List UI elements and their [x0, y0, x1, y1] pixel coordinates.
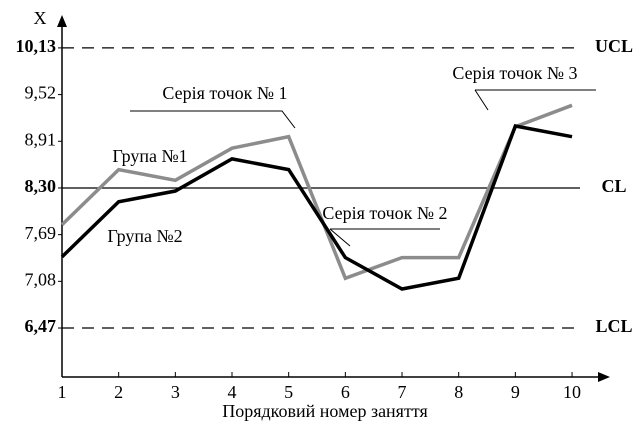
x-tick-label: 2	[114, 382, 123, 402]
x-tick-label: 7	[398, 382, 407, 402]
x-axis-arrow	[598, 372, 610, 382]
x-tick-label: 6	[341, 382, 350, 402]
x-tick-label: 4	[228, 382, 237, 402]
y-tick-label: 9,52	[25, 83, 57, 103]
y-tick-label: 7,69	[25, 223, 57, 243]
y-axis-arrow	[57, 15, 67, 27]
x-tick-label: 5	[284, 382, 293, 402]
x-tick-label: 3	[171, 382, 180, 402]
annotation-leader	[329, 228, 440, 247]
annotation-leader	[474, 89, 596, 111]
control-line-label: UCL	[595, 36, 633, 56]
series-label: Група №1	[112, 146, 187, 166]
y-tick-label: 6,47	[25, 316, 57, 336]
x-tick-label: 1	[58, 382, 67, 402]
series-line	[60, 103, 573, 281]
x-tick-label: 8	[454, 382, 463, 402]
y-tick-label: 8,91	[25, 129, 57, 149]
x-tick-label: 10	[563, 382, 581, 402]
y-tick-label: 8,30	[25, 176, 57, 196]
control-line-label: CL	[601, 176, 626, 196]
series-label: Група №2	[107, 226, 182, 246]
annotation-leader	[130, 110, 296, 129]
x-axis-label: Порядковий номер заняття	[222, 401, 428, 421]
control-line-label: LCL	[595, 316, 632, 336]
annotation: Серія точок № 3	[452, 63, 577, 83]
y-axis-label: X	[34, 8, 47, 28]
annotation: Серія точок № 1	[162, 83, 287, 103]
series-line	[60, 123, 573, 291]
y-tick-label: 7,08	[25, 269, 57, 289]
x-tick-label: 9	[511, 382, 520, 402]
y-tick-label: 10,13	[16, 36, 57, 56]
annotation: Серія точок № 2	[322, 203, 447, 223]
